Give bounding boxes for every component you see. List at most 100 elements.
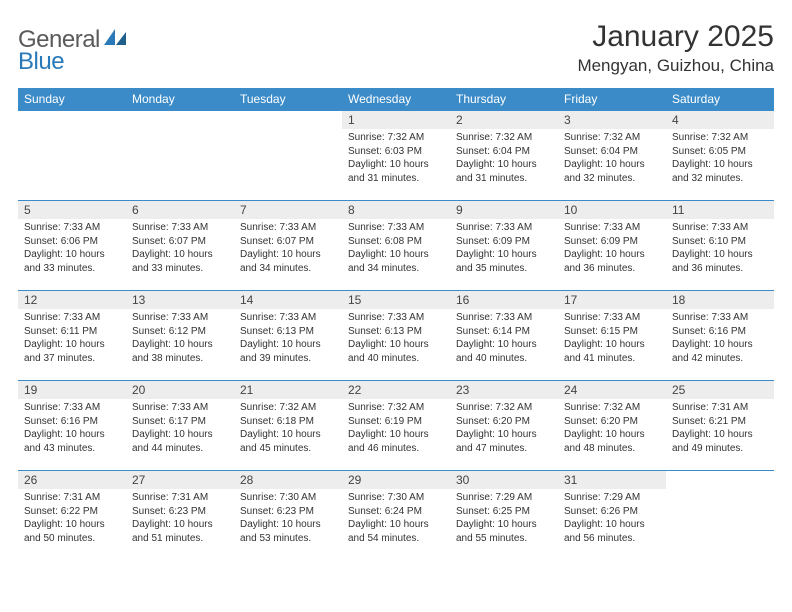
day-number: 11 [666,201,774,219]
week-row: 5Sunrise: 7:33 AMSunset: 6:06 PMDaylight… [18,201,774,291]
day-detail-line: Daylight: 10 hours [132,518,228,532]
day-detail-line: Daylight: 10 hours [672,158,768,172]
week-row: 1Sunrise: 7:32 AMSunset: 6:03 PMDaylight… [18,111,774,201]
day-detail-line: Sunset: 6:18 PM [240,415,336,429]
day-header: Sunday [18,88,126,111]
day-header-row: SundayMondayTuesdayWednesdayThursdayFrid… [18,88,774,111]
day-detail-line: Sunrise: 7:32 AM [672,131,768,145]
day-detail-line: Sunrise: 7:33 AM [348,221,444,235]
day-detail-line: Sunset: 6:25 PM [456,505,552,519]
day-detail-line: and 42 minutes. [672,352,768,366]
day-cell: 24Sunrise: 7:32 AMSunset: 6:20 PMDayligh… [558,381,666,471]
day-cell: 31Sunrise: 7:29 AMSunset: 6:26 PMDayligh… [558,471,666,561]
day-number: 25 [666,381,774,399]
day-number: 29 [342,471,450,489]
day-detail-line: Sunrise: 7:29 AM [564,491,660,505]
day-details: Sunrise: 7:31 AMSunset: 6:23 PMDaylight:… [126,489,234,547]
day-detail-line: Daylight: 10 hours [132,428,228,442]
day-detail-line: Daylight: 10 hours [240,518,336,532]
day-cell: 26Sunrise: 7:31 AMSunset: 6:22 PMDayligh… [18,471,126,561]
day-detail-line: Sunset: 6:13 PM [348,325,444,339]
empty-day [666,471,774,489]
day-detail-line: Sunrise: 7:32 AM [348,131,444,145]
day-detail-line: Daylight: 10 hours [24,518,120,532]
day-detail-line: Daylight: 10 hours [348,158,444,172]
day-cell: 9Sunrise: 7:33 AMSunset: 6:09 PMDaylight… [450,201,558,291]
day-detail-line: Sunrise: 7:33 AM [24,221,120,235]
day-detail-line: and 31 minutes. [348,172,444,186]
day-detail-line: Sunrise: 7:30 AM [348,491,444,505]
day-detail-line: Sunset: 6:12 PM [132,325,228,339]
day-header: Tuesday [234,88,342,111]
day-detail-line: Sunrise: 7:33 AM [672,221,768,235]
day-details: Sunrise: 7:30 AMSunset: 6:23 PMDaylight:… [234,489,342,547]
day-number: 5 [18,201,126,219]
day-detail-line: Daylight: 10 hours [348,428,444,442]
day-detail-line: and 40 minutes. [456,352,552,366]
day-detail-line: Sunrise: 7:33 AM [132,311,228,325]
day-number: 21 [234,381,342,399]
day-detail-line: Sunset: 6:19 PM [348,415,444,429]
day-detail-line: and 36 minutes. [672,262,768,276]
day-detail-line: Sunrise: 7:32 AM [564,131,660,145]
day-cell: 18Sunrise: 7:33 AMSunset: 6:16 PMDayligh… [666,291,774,381]
day-cell [126,111,234,201]
day-details: Sunrise: 7:32 AMSunset: 6:20 PMDaylight:… [558,399,666,457]
day-number: 3 [558,111,666,129]
day-detail-line: Sunset: 6:06 PM [24,235,120,249]
day-detail-line: Daylight: 10 hours [24,338,120,352]
day-details: Sunrise: 7:32 AMSunset: 6:05 PMDaylight:… [666,129,774,187]
day-detail-line: Sunset: 6:04 PM [456,145,552,159]
day-details: Sunrise: 7:32 AMSunset: 6:18 PMDaylight:… [234,399,342,457]
day-cell: 12Sunrise: 7:33 AMSunset: 6:11 PMDayligh… [18,291,126,381]
day-number: 30 [450,471,558,489]
day-detail-line: Sunrise: 7:33 AM [456,311,552,325]
day-number: 24 [558,381,666,399]
day-number: 9 [450,201,558,219]
day-cell: 2Sunrise: 7:32 AMSunset: 6:04 PMDaylight… [450,111,558,201]
day-cell: 20Sunrise: 7:33 AMSunset: 6:17 PMDayligh… [126,381,234,471]
day-details: Sunrise: 7:29 AMSunset: 6:25 PMDaylight:… [450,489,558,547]
day-detail-line: Sunrise: 7:33 AM [672,311,768,325]
day-number: 7 [234,201,342,219]
day-detail-line: and 51 minutes. [132,532,228,546]
day-number: 12 [18,291,126,309]
day-details: Sunrise: 7:33 AMSunset: 6:13 PMDaylight:… [342,309,450,367]
day-detail-line: Sunset: 6:14 PM [456,325,552,339]
location-subtitle: Mengyan, Guizhou, China [577,56,774,76]
day-number: 28 [234,471,342,489]
calendar-page: General January 2025 Mengyan, Guizhou, C… [0,0,792,561]
day-cell: 27Sunrise: 7:31 AMSunset: 6:23 PMDayligh… [126,471,234,561]
day-cell: 10Sunrise: 7:33 AMSunset: 6:09 PMDayligh… [558,201,666,291]
day-detail-line: and 35 minutes. [456,262,552,276]
day-detail-line: Sunrise: 7:31 AM [672,401,768,415]
empty-day [234,111,342,129]
day-detail-line: Daylight: 10 hours [564,248,660,262]
day-detail-line: Daylight: 10 hours [132,248,228,262]
day-number: 1 [342,111,450,129]
day-detail-line: Sunset: 6:03 PM [348,145,444,159]
page-header: General January 2025 Mengyan, Guizhou, C… [18,20,774,76]
day-cell [666,471,774,561]
day-detail-line: and 45 minutes. [240,442,336,456]
day-detail-line: and 40 minutes. [348,352,444,366]
day-detail-line: and 49 minutes. [672,442,768,456]
day-detail-line: Daylight: 10 hours [564,338,660,352]
day-detail-line: Sunset: 6:09 PM [456,235,552,249]
day-cell: 17Sunrise: 7:33 AMSunset: 6:15 PMDayligh… [558,291,666,381]
week-row: 12Sunrise: 7:33 AMSunset: 6:11 PMDayligh… [18,291,774,381]
day-detail-line: Sunrise: 7:33 AM [240,221,336,235]
day-detail-line: Daylight: 10 hours [240,248,336,262]
day-details: Sunrise: 7:33 AMSunset: 6:13 PMDaylight:… [234,309,342,367]
day-detail-line: Sunrise: 7:32 AM [240,401,336,415]
day-detail-line: Sunset: 6:17 PM [132,415,228,429]
day-number: 27 [126,471,234,489]
day-cell: 23Sunrise: 7:32 AMSunset: 6:20 PMDayligh… [450,381,558,471]
day-detail-line: Daylight: 10 hours [456,338,552,352]
day-detail-line: Sunrise: 7:31 AM [132,491,228,505]
day-header: Friday [558,88,666,111]
day-detail-line: Sunset: 6:10 PM [672,235,768,249]
day-details: Sunrise: 7:31 AMSunset: 6:21 PMDaylight:… [666,399,774,457]
day-detail-line: Sunset: 6:08 PM [348,235,444,249]
week-row: 19Sunrise: 7:33 AMSunset: 6:16 PMDayligh… [18,381,774,471]
